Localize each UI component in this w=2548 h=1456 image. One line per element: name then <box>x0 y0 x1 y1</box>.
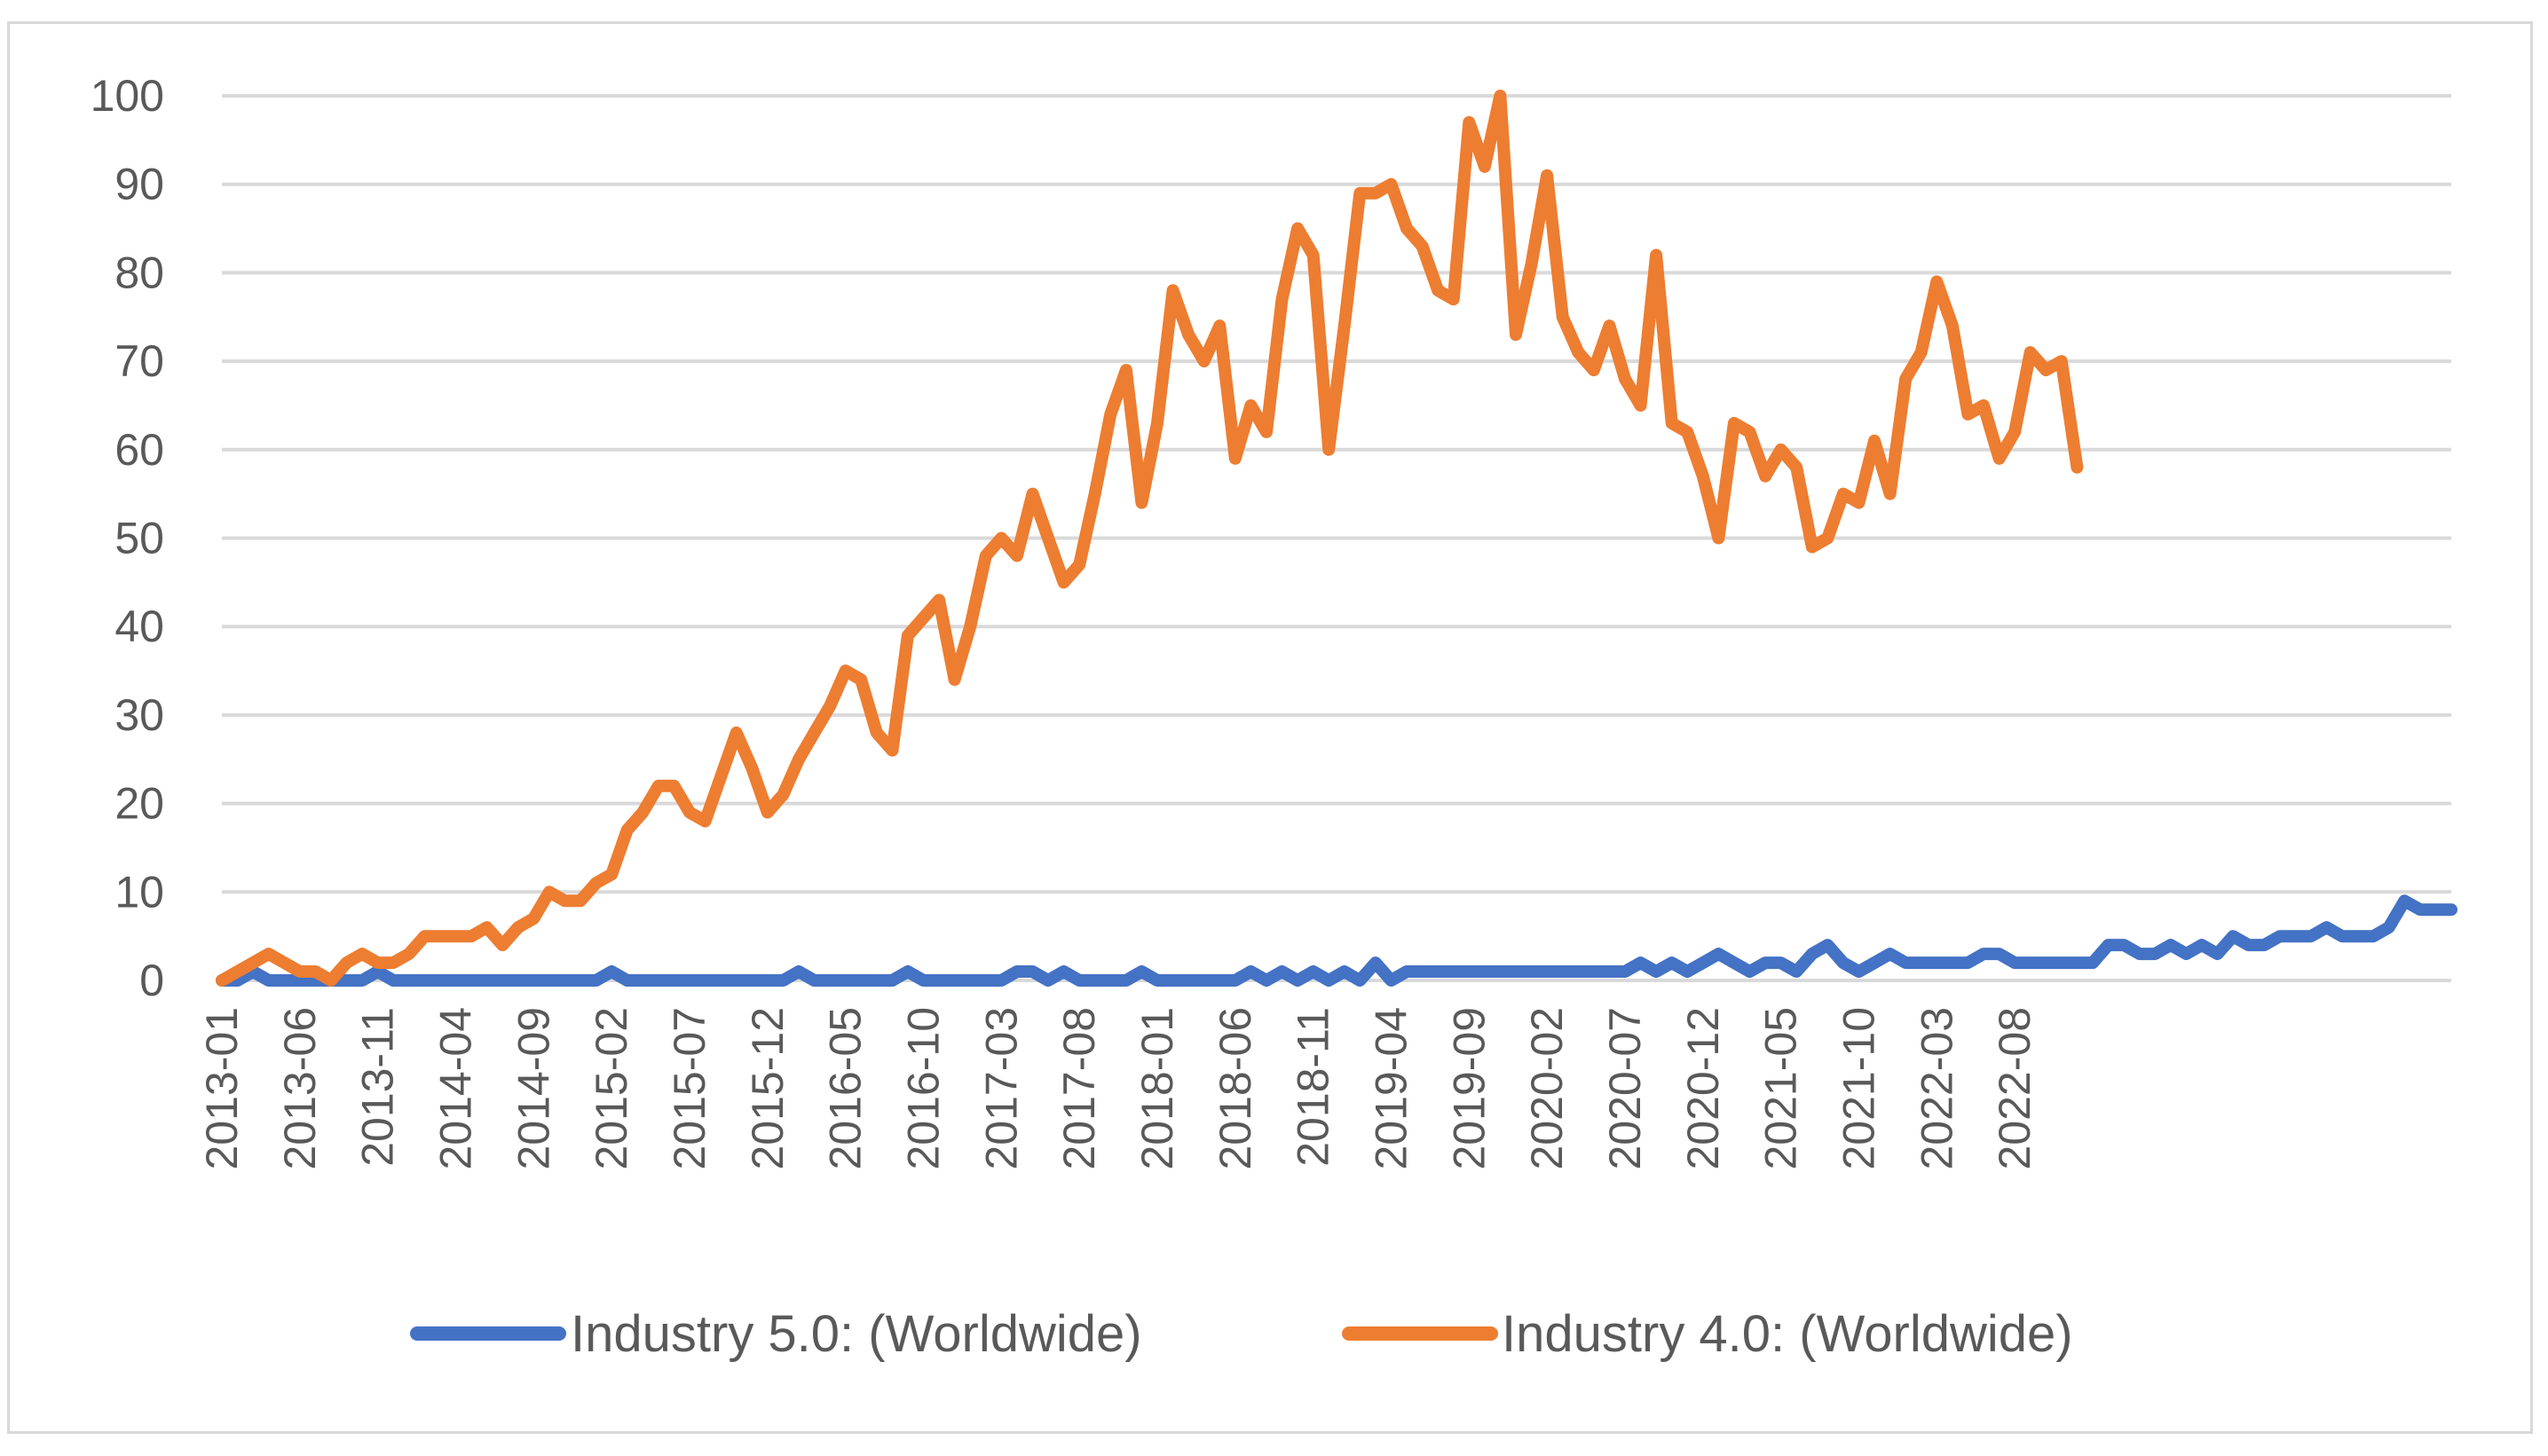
x-tick-label: 2016-10 <box>898 1007 948 1170</box>
x-tick-label: 2019-09 <box>1444 1007 1494 1170</box>
x-tick-label: 2020-02 <box>1522 1007 1572 1170</box>
x-tick-label: 2018-06 <box>1211 1007 1260 1170</box>
x-tick-label: 2015-02 <box>587 1007 636 1170</box>
legend-item-industry-4: Industry 4.0: (Worldwide) <box>1342 1305 2073 1363</box>
y-tick-label: 10 <box>114 867 164 917</box>
y-tick-label: 90 <box>114 160 164 209</box>
x-tick-label: 2021-05 <box>1756 1007 1806 1170</box>
x-tick-label: 2022-03 <box>1912 1007 1961 1170</box>
x-tick-label: 2015-12 <box>743 1007 793 1170</box>
series-line-industry-5 <box>216 894 2457 987</box>
y-axis-tick-labels: 0 10 20 30 40 50 60 70 80 90 100 <box>91 71 164 1005</box>
legend-item-industry-5: Industry 5.0: (Worldwide) <box>410 1305 1142 1363</box>
y-tick-label: 40 <box>114 602 164 651</box>
x-tick-label: 2013-06 <box>275 1007 325 1170</box>
x-tick-label: 2017-08 <box>1054 1007 1104 1170</box>
y-tick-label: 60 <box>114 425 164 475</box>
y-tick-label: 50 <box>114 514 164 563</box>
y-tick-label: 30 <box>114 690 164 740</box>
legend-label-industry-5: Industry 5.0: (Worldwide) <box>571 1305 1142 1363</box>
chart-frame <box>7 21 2533 1434</box>
x-tick-label: 2014-04 <box>430 1007 480 1170</box>
x-tick-label: 2017-03 <box>976 1007 1026 1170</box>
series-lines <box>216 90 2457 987</box>
x-tick-label: 2014-09 <box>509 1007 558 1170</box>
x-tick-label: 2022-08 <box>1990 1007 2039 1170</box>
x-tick-label: 2020-12 <box>1678 1007 1728 1170</box>
x-tick-label: 2019-04 <box>1366 1007 1416 1170</box>
x-tick-label: 2020-07 <box>1600 1007 1650 1170</box>
y-tick-label: 80 <box>114 248 164 297</box>
legend-label-industry-4: Industry 4.0: (Worldwide) <box>1502 1305 2073 1363</box>
x-tick-label: 2021-10 <box>1834 1007 1883 1170</box>
y-tick-label: 0 <box>139 956 164 1005</box>
x-tick-label: 2015-07 <box>665 1007 714 1170</box>
x-tick-label: 2016-05 <box>821 1007 871 1170</box>
x-tick-label: 2018-11 <box>1289 1007 1338 1167</box>
y-tick-label: 100 <box>91 71 164 121</box>
x-tick-label: 2018-01 <box>1132 1007 1182 1170</box>
x-tick-label: 2013-11 <box>353 1007 403 1167</box>
x-axis-tick-labels: 2013-01 2013-06 2013-11 2014-04 2014-09 2015-… <box>197 1007 2039 1170</box>
grid-lines <box>222 94 2451 982</box>
x-tick-label: 2013-01 <box>197 1007 247 1170</box>
y-tick-label: 20 <box>114 779 164 829</box>
series-line-industry-4 <box>216 90 2084 987</box>
y-tick-label: 70 <box>114 336 164 386</box>
legend: Industry 5.0: (Worldwide) Industry 4.0: … <box>410 1305 2073 1363</box>
